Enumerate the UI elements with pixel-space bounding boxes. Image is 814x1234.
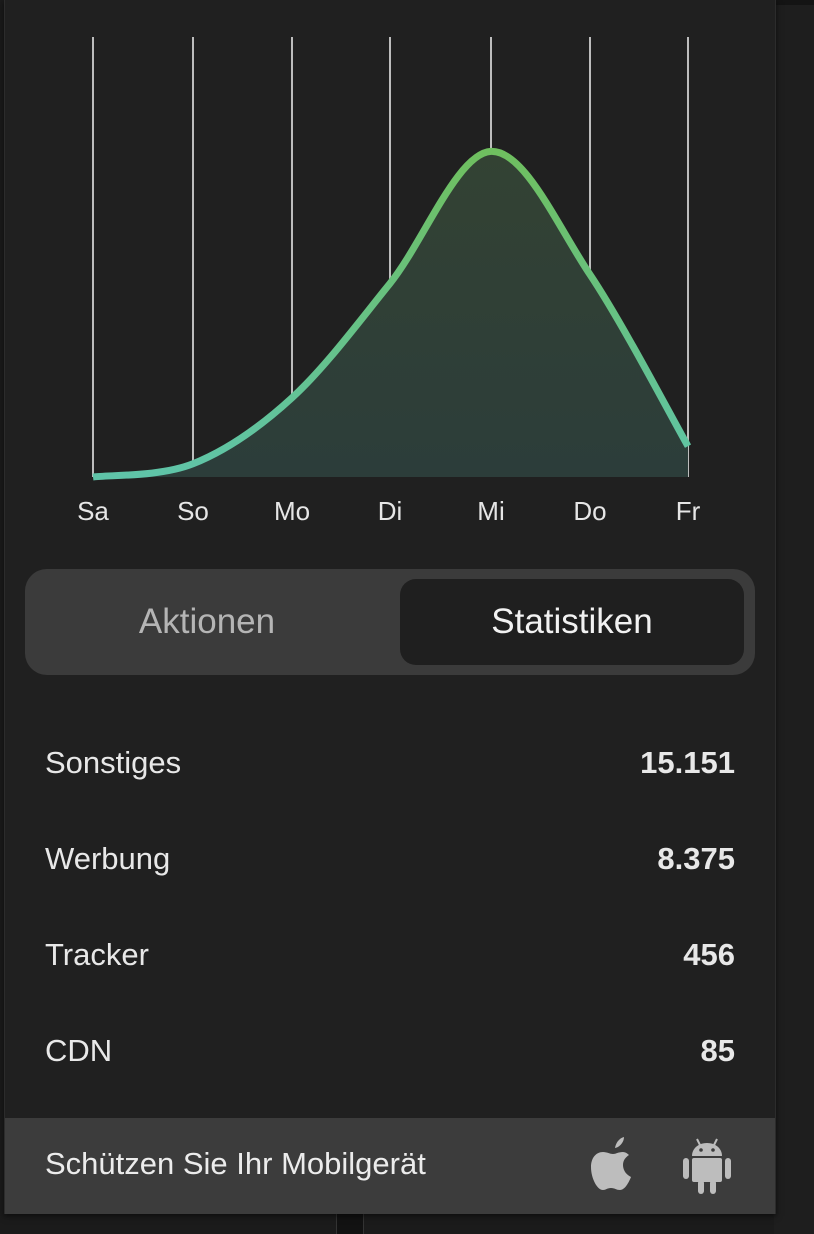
stat-label: Werbung [45, 841, 171, 876]
mobile-protection-banner[interactable]: Schützen Sie Ihr Mobilgerät [5, 1118, 775, 1214]
stat-value: 8.375 [657, 841, 735, 876]
view-toggle: Aktionen Statistiken [25, 569, 755, 675]
tab-statistiken[interactable]: Statistiken [400, 579, 744, 665]
stat-row: CDN 85 [45, 1021, 735, 1081]
stat-value: 456 [683, 937, 735, 972]
background-bar [774, 0, 814, 5]
x-tick-label: Do [573, 496, 606, 526]
stat-row: Tracker 456 [45, 925, 735, 985]
stat-row: Werbung 8.375 [45, 829, 735, 889]
x-tick-label: Fr [676, 496, 701, 526]
background-element [336, 1214, 364, 1234]
stat-value: 85 [700, 1033, 735, 1068]
stat-label: Tracker [45, 937, 149, 972]
x-tick-label: Di [378, 496, 403, 526]
stat-value: 15.151 [640, 745, 735, 780]
x-tick-label: So [177, 496, 209, 526]
banner-text: Schützen Sie Ihr Mobilgerät [45, 1146, 426, 1181]
stat-row: Sonstiges 15.151 [45, 733, 735, 793]
stats-popup: Sa So Mo Di Mi Do Fr Aktionen Statistiken Sons… [4, 0, 776, 1214]
apple-icon[interactable] [585, 1136, 641, 1196]
weekly-chart: Sa So Mo Di Mi Do Fr [77, 37, 701, 526]
stat-label: Sonstiges [45, 745, 182, 780]
background-window [774, 0, 814, 1234]
chart-area [93, 151, 688, 477]
x-tick-label: Sa [77, 496, 109, 526]
chart-line [92, 147, 692, 481]
x-tick-label: Mi [477, 496, 504, 526]
tab-aktionen[interactable]: Aktionen [138, 602, 276, 641]
x-tick-label: Mo [274, 496, 310, 526]
stat-label: CDN [45, 1033, 113, 1068]
android-icon[interactable] [679, 1136, 735, 1196]
